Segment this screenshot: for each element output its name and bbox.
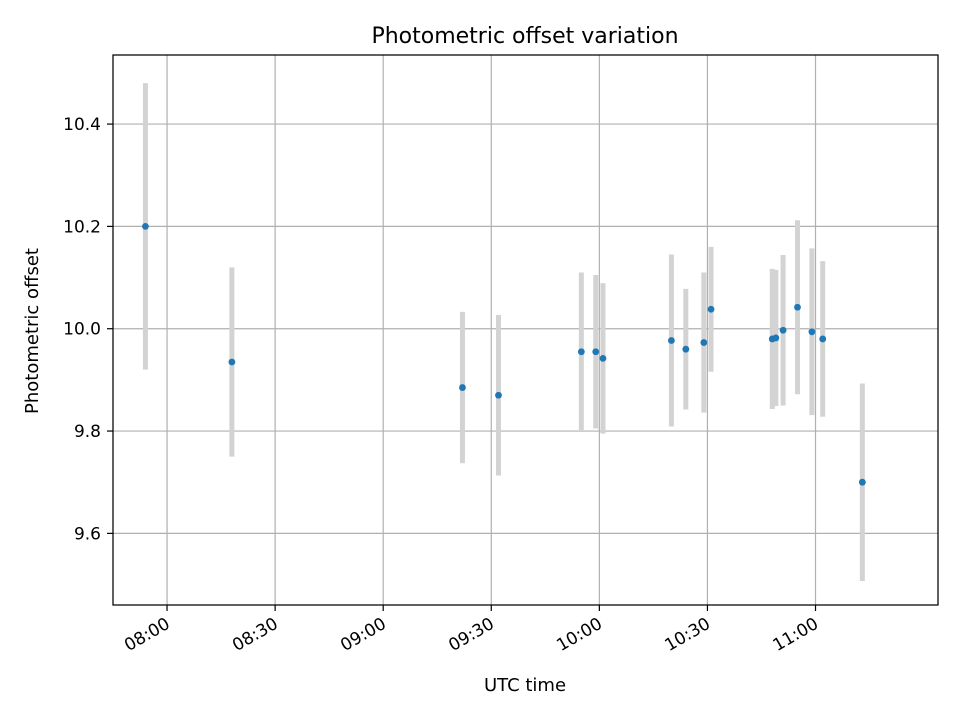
data-point <box>495 391 502 399</box>
data-point <box>779 326 787 334</box>
data-point <box>707 305 715 313</box>
y-tick-label: 10.0 <box>63 320 101 340</box>
y-tick-label: 9.8 <box>74 422 101 442</box>
chart-title: Photometric offset variation <box>371 24 678 49</box>
data-point <box>599 354 607 362</box>
data-points <box>142 222 866 486</box>
y-axis-ticks: 9.6 9.8 10.0 10.2 10.4 <box>63 115 113 544</box>
y-tick-label: 10.4 <box>63 115 101 135</box>
data-point <box>577 348 585 356</box>
data-point <box>794 303 801 311</box>
data-point <box>808 328 816 336</box>
data-point <box>700 339 708 346</box>
data-point <box>819 335 827 343</box>
y-tick-label: 9.6 <box>74 524 101 544</box>
y-axis-label: Photometric offset <box>22 248 43 414</box>
data-point <box>668 337 675 344</box>
data-point <box>682 345 690 353</box>
x-axis-label: UTC time <box>484 675 566 696</box>
grid <box>113 55 938 605</box>
plot-frame <box>112 54 939 606</box>
data-point <box>772 334 780 342</box>
data-point <box>228 358 236 366</box>
data-point <box>142 222 149 230</box>
data-point <box>459 384 466 391</box>
y-tick-label: 10.2 <box>63 217 101 237</box>
data-point <box>592 348 600 356</box>
data-point <box>858 478 866 486</box>
